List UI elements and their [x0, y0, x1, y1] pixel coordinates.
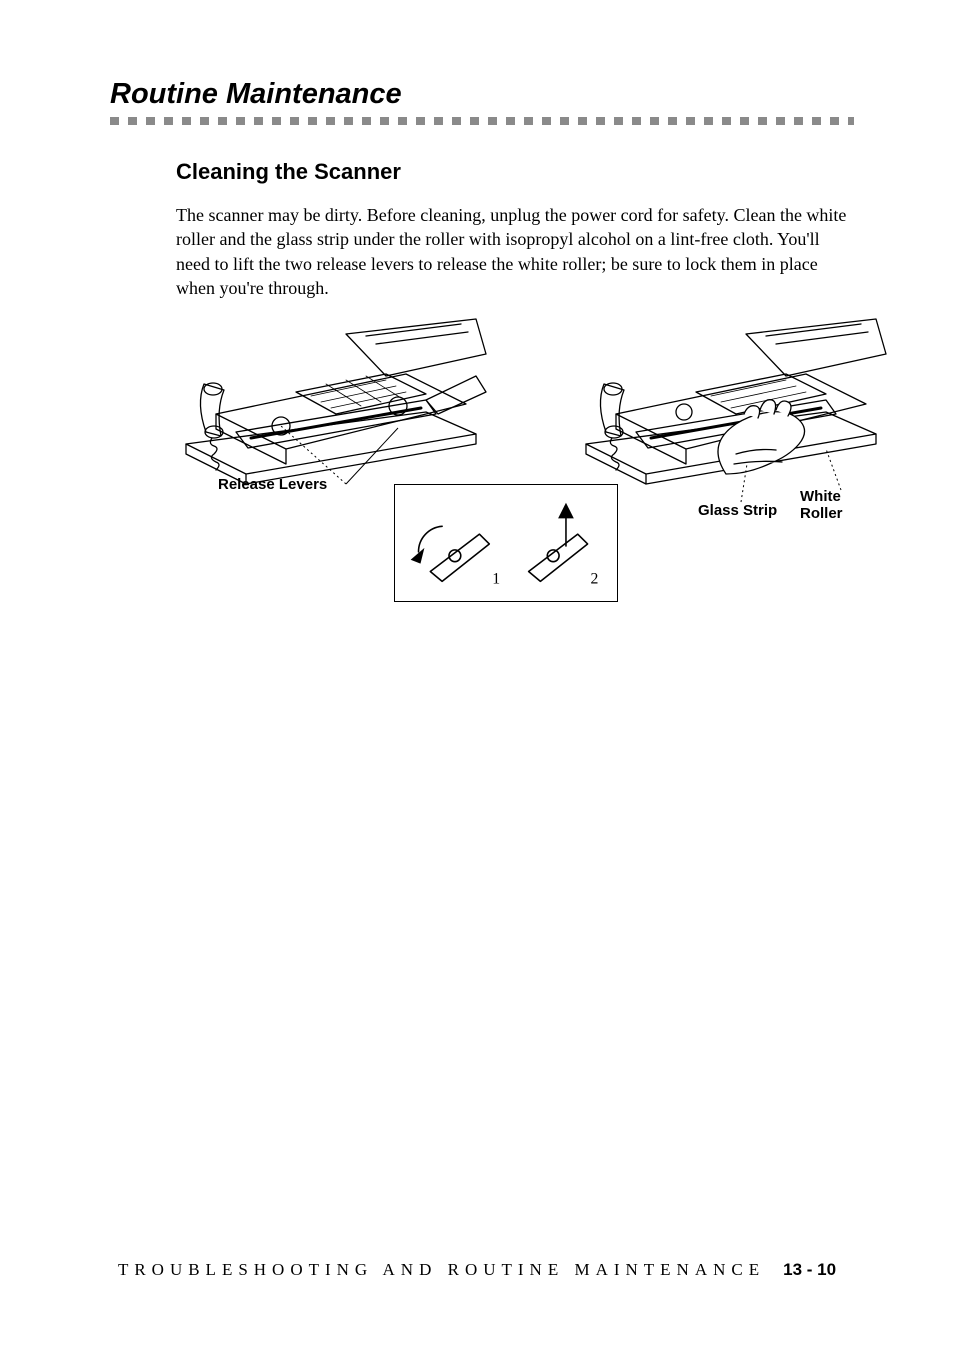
callout-lines: [176, 314, 916, 614]
section-title: Routine Maintenance: [110, 78, 854, 111]
label-release-levers: Release Levers: [218, 476, 327, 493]
label-white-roller: White Roller: [800, 488, 854, 522]
body-paragraph: The scanner may be dirty. Before cleanin…: [176, 203, 854, 300]
footer-section-name: TROUBLESHOOTING AND ROUTINE MAINTENANCE: [118, 1260, 765, 1279]
label-glass-strip: Glass Strip: [698, 502, 777, 519]
subsection-title: Cleaning the Scanner: [176, 159, 854, 185]
page-footer: TROUBLESHOOTING AND ROUTINE MAINTENANCE …: [0, 1260, 954, 1280]
footer-page-number: 13 - 10: [783, 1260, 836, 1279]
rule-dashed: [110, 117, 854, 125]
figure-area: 1 2 Release Levers Glass Strip White: [176, 314, 854, 614]
